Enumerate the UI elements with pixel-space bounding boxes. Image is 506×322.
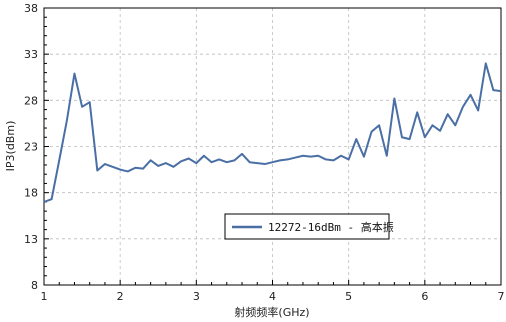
y-tick-label: 23 [24,141,38,154]
x-tick-label: 6 [421,290,428,303]
series-line [43,62,502,203]
y-tick-label: 18 [24,187,38,200]
y-tick-label: 8 [31,279,38,292]
x-tick-label: 5 [345,290,352,303]
x-tick-label: 4 [269,290,276,303]
legend-label: 12272-16dBm - 高本振 [268,220,394,234]
legend: 12272-16dBm - 高本振 [224,213,394,240]
x-tick-label: 7 [498,290,505,303]
y-tick-label: 28 [24,94,38,107]
x-tick-label: 3 [193,290,200,303]
y-tick-label: 33 [24,48,38,61]
y-tick-label: 13 [24,233,38,246]
x-axis-label: 射频频率(GHz) [234,305,309,319]
series-layer [43,62,502,203]
x-tick-label: 2 [117,290,124,303]
y-tick-label: 38 [24,2,38,15]
y-axis-label: IP3(dBm) [4,121,17,172]
x-tick-label: 1 [41,290,48,303]
